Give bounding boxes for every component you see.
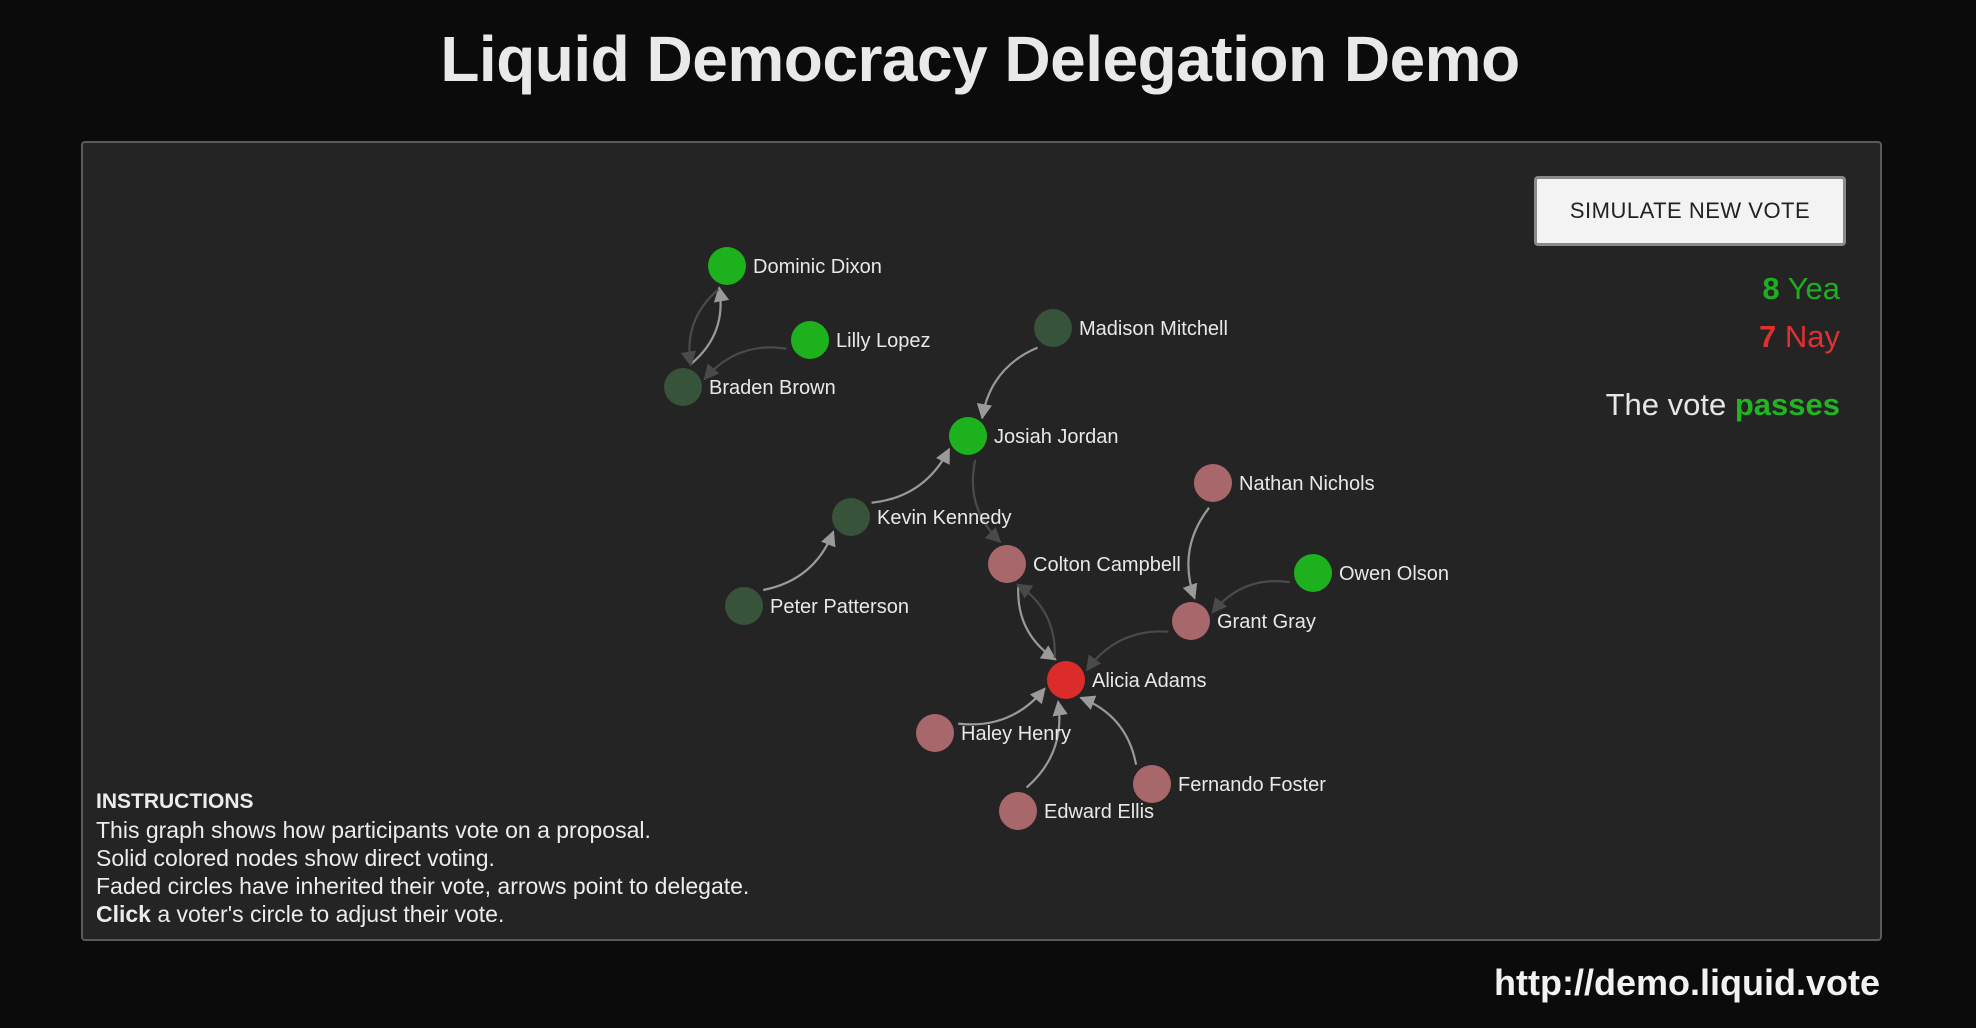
voter-circle[interactable]	[916, 714, 954, 752]
voter-name-label: Dominic Dixon	[753, 256, 882, 278]
voter-node-edward[interactable]: Edward Ellis	[999, 792, 1154, 830]
voter-name-label: Colton Campbell	[1033, 554, 1181, 576]
voter-name-label: Kevin Kennedy	[877, 507, 1012, 529]
vote-result-prefix: The vote	[1605, 387, 1727, 422]
voter-circle[interactable]	[1194, 464, 1232, 502]
footer-url: http://demo.liquid.vote	[1494, 962, 1880, 1003]
delegation-arrow	[1079, 695, 1138, 765]
voter-circle[interactable]	[791, 321, 829, 359]
voter-circle[interactable]	[1294, 554, 1332, 592]
voter-node-alicia[interactable]: Alicia Adams	[1047, 661, 1207, 699]
voter-name-label: Owen Olson	[1339, 563, 1449, 585]
instructions-click-text: a voter's circle to adjust their vote.	[150, 901, 505, 927]
voter-name-label: Braden Brown	[709, 377, 836, 399]
voter-name-label: Fernando Foster	[1178, 774, 1326, 796]
voter-name-label: Peter Patterson	[770, 596, 909, 618]
voter-node-grant[interactable]: Grant Gray	[1172, 602, 1316, 640]
instructions-heading: INSTRUCTIONS	[96, 790, 254, 813]
page-title: Liquid Democracy Delegation Demo	[440, 23, 1520, 95]
voter-circle[interactable]	[999, 792, 1037, 830]
voter-node-colton[interactable]: Colton Campbell	[988, 545, 1181, 583]
delegation-arrow	[1182, 507, 1210, 600]
voter-circle[interactable]	[1172, 602, 1210, 640]
voter-name-label: Madison Mitchell	[1079, 318, 1228, 340]
voter-node-lilly[interactable]: Lilly Lopez	[791, 321, 931, 359]
delegation-arrow	[1211, 580, 1290, 614]
delegation-arrow	[763, 530, 836, 592]
delegation-arrow	[690, 286, 730, 365]
voter-node-peter[interactable]: Peter Patterson	[725, 587, 909, 625]
graph-panel: Dominic Dixon Lilly Lopez Braden Brown Madi…	[81, 141, 1882, 941]
nay-label: Nay	[1784, 319, 1840, 354]
voter-name-label: Alicia Adams	[1092, 670, 1207, 692]
voter-circle[interactable]	[1047, 661, 1085, 699]
voter-nodes: Dominic Dixon Lilly Lopez Braden Brown Madi…	[664, 247, 1449, 830]
voter-circle[interactable]	[1034, 309, 1072, 347]
yea-count: 8	[1762, 271, 1780, 306]
delegation-arrow	[971, 459, 1002, 544]
voter-name-label: Haley Henry	[961, 723, 1071, 745]
delegation-arrow	[1085, 630, 1169, 672]
nay-tally: 7 Nay	[1759, 319, 1840, 355]
vote-outcome: passes	[1734, 387, 1840, 422]
voter-node-dominic[interactable]: Dominic Dixon	[708, 247, 882, 285]
voter-circle[interactable]	[832, 498, 870, 536]
delegation-arrow	[871, 447, 951, 504]
delegation-arrow	[958, 687, 1046, 726]
voter-name-label: Lilly Lopez	[836, 330, 931, 352]
nay-count: 7	[1758, 319, 1777, 354]
vote-result: The vote passes	[1606, 387, 1840, 423]
voter-circle[interactable]	[664, 368, 702, 406]
voter-name-label: Grant Gray	[1217, 611, 1316, 633]
instructions: INSTRUCTIONS This graph shows how partic…	[96, 788, 749, 928]
voter-name-label: Nathan Nichols	[1239, 473, 1375, 495]
voter-node-owen[interactable]: Owen Olson	[1294, 554, 1449, 592]
instructions-line: This graph shows how participants vote o…	[96, 817, 651, 843]
delegation-arrow	[976, 346, 1038, 420]
voter-name-label: Josiah Jordan	[994, 426, 1119, 448]
voter-node-haley[interactable]: Haley Henry	[916, 714, 1071, 752]
voter-circle[interactable]	[949, 417, 987, 455]
voter-node-fernando[interactable]: Fernando Foster	[1133, 765, 1326, 803]
delegation-arrows	[680, 286, 1290, 789]
voter-node-kevin[interactable]: Kevin Kennedy	[832, 498, 1012, 536]
delegation-arrow	[703, 346, 787, 381]
yea-label: Yea	[1787, 271, 1840, 306]
delegation-graph: Dominic Dixon Lilly Lopez Braden Brown Madi…	[664, 247, 1449, 830]
instructions-line: Faded circles have inherited their vote,…	[96, 873, 750, 899]
voter-node-madison[interactable]: Madison Mitchell	[1034, 309, 1228, 347]
delegation-arrow	[1025, 700, 1068, 789]
voter-node-josiah[interactable]: Josiah Jordan	[949, 417, 1119, 455]
delegation-arrow	[1016, 583, 1056, 658]
yea-tally: 8 Yea	[1762, 271, 1840, 307]
instructions-click-word: Click	[96, 901, 151, 927]
voter-node-nathan[interactable]: Nathan Nichols	[1194, 464, 1375, 502]
simulate-new-vote-button[interactable]: SIMULATE NEW VOTE	[1534, 176, 1846, 246]
voter-circle[interactable]	[988, 545, 1026, 583]
voter-circle[interactable]	[708, 247, 746, 285]
voter-node-braden[interactable]: Braden Brown	[664, 368, 836, 406]
voter-name-label: Edward Ellis	[1044, 801, 1154, 823]
voter-circle[interactable]	[725, 587, 763, 625]
voter-circle[interactable]	[1133, 765, 1171, 803]
delegation-arrow	[680, 288, 720, 367]
instructions-line: Solid colored nodes show direct voting.	[96, 845, 495, 871]
instructions-line: Click a voter's circle to adjust their v…	[96, 900, 749, 928]
